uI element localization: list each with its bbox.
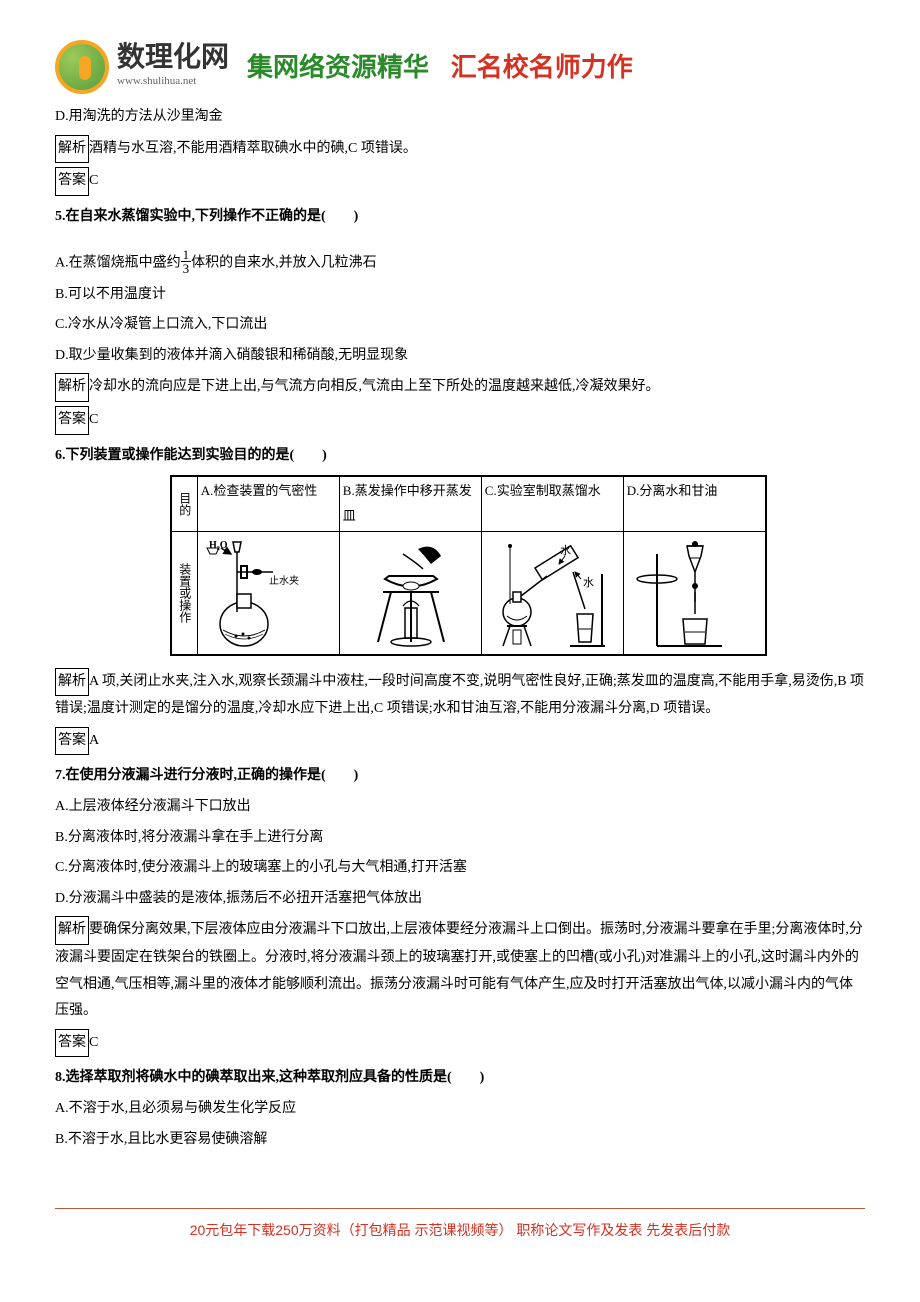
q5-option-b: B.可以不用温度计 — [55, 282, 865, 309]
q6-row1-label: 目的 — [171, 476, 197, 531]
answer-label: 答案 — [55, 727, 89, 756]
analysis-label: 解析 — [55, 916, 89, 945]
slogan-part2: 汇名校名师力作 — [451, 52, 633, 82]
q6-table: 目的 A.检查装置的气密性 B.蒸发操作中移开蒸发皿 C.实验室制取蒸馏水 D.… — [170, 475, 767, 655]
q6-row2-label: 装置或操作 — [171, 531, 197, 655]
q5-answer: 答案C — [55, 406, 865, 435]
q6-answer: 答案A — [55, 727, 865, 756]
q5: 5.在自来水蒸馏实验中,下列操作不正确的是( ) — [55, 204, 865, 231]
q4-analysis: 解析酒精与水互溶,不能用酒精萃取碘水中的碘,C 项错误。 — [55, 135, 865, 164]
logo-title: 数理化网 — [117, 43, 229, 71]
q5-text: 5.在自来水蒸馏实验中,下列操作不正确的是( ) — [55, 209, 358, 224]
logo-url: www.shulihua.net — [117, 71, 229, 92]
q5-option-d: D.取少量收集到的液体并滴入硝酸银和稀硝酸,无明显现象 — [55, 343, 865, 370]
analysis-label: 解析 — [55, 668, 89, 697]
q7-analysis: 解析要确保分离效果,下层液体应由分液漏斗下口放出,上层液体要经分液漏斗上口倒出。… — [55, 916, 865, 1024]
q7-analysis-text: 要确保分离效果,下层液体应由分液漏斗下口放出,上层液体要经分液漏斗上口倒出。振荡… — [55, 922, 863, 1018]
q5-answer-value: C — [89, 412, 98, 427]
logo-text-block: 数理化网 www.shulihua.net — [117, 43, 229, 92]
answer-label: 答案 — [55, 167, 89, 196]
q5-analysis: 解析冷却水的流向应是下进上出,与气流方向相反,气流由上至下所处的温度越来越低,冷… — [55, 373, 865, 402]
analysis-label: 解析 — [55, 135, 89, 164]
q7-option-d: D.分液漏斗中盛装的是液体,振荡后不必扭开活塞把气体放出 — [55, 886, 865, 913]
clamp-label: 止水夹 — [269, 574, 299, 587]
q8: 8.选择萃取剂将碘水中的碘萃取出来,这种萃取剂应具备的性质是( ) — [55, 1065, 865, 1092]
slogan: 集网络资源精华 汇名校名师力作 — [247, 54, 633, 80]
q6-d-purpose: D.分离水和甘油 — [623, 476, 766, 531]
water-label-side: 水 — [583, 576, 594, 589]
q6-b-purpose: B.蒸发操作中移开蒸发皿 — [339, 476, 481, 531]
analysis-label: 解析 — [55, 373, 89, 402]
q7-option-a: A.上层液体经分液漏斗下口放出 — [55, 794, 865, 821]
answer-label: 答案 — [55, 406, 89, 435]
separating-funnel-diagram — [627, 534, 762, 652]
flask-funnel-diagram: H₂O 止水夹 — [201, 534, 336, 652]
q6: 6.下列装置或操作能达到实验目的的是( ) — [55, 443, 865, 470]
q6-c-diagram: 水 水 — [481, 531, 623, 655]
q8-option-b: B.不溶于水,且比水更容易使碘溶解 — [55, 1127, 865, 1154]
q6-analysis-text: A 项,关闭止水夹,注入水,观察长颈漏斗中液柱,一段时间高度不变,说明气密性良好… — [55, 674, 864, 717]
slogan-part1: 集网络资源精华 — [247, 52, 429, 82]
q5-option-c: C.冷水从冷凝管上口流入,下口流出 — [55, 312, 865, 339]
q7-answer-value: C — [89, 1035, 98, 1050]
q4-answer-value: C — [89, 173, 98, 188]
q5-analysis-text: 冷却水的流向应是下进上出,与气流方向相反,气流由上至下所处的温度越来越低,冷凝效… — [89, 379, 660, 394]
q6-text: 6.下列装置或操作能达到实验目的的是( ) — [55, 448, 327, 463]
q4-analysis-text: 酒精与水互溶,不能用酒精萃取碘水中的碘,C 项错误。 — [89, 141, 417, 156]
header-logo: 数理化网 www.shulihua.net 集网络资源精华 汇名校名师力作 — [55, 40, 865, 94]
q6-a-purpose: A.检查装置的气密性 — [197, 476, 339, 531]
q8-option-a: A.不溶于水,且必须易与碘发生化学反应 — [55, 1096, 865, 1123]
q7-text: 7.在使用分液漏斗进行分液时,正确的操作是( ) — [55, 768, 358, 783]
footer-text: 20元包年下载250万资料（打包精品 示范课视频等） 职称论文写作及发表 先发表… — [55, 1208, 865, 1244]
q6-analysis: 解析A 项,关闭止水夹,注入水,观察长颈漏斗中液柱,一段时间高度不变,说明气密性… — [55, 668, 865, 723]
q6-answer-value: A — [89, 733, 99, 748]
q5-optA-post: 体积的自来水,并放入几粒沸石 — [191, 256, 377, 271]
q4-option-d: D.用淘洗的方法从沙里淘金 — [55, 104, 865, 131]
q6-c-purpose: C.实验室制取蒸馏水 — [481, 476, 623, 531]
water-label-top: 水 — [560, 544, 571, 557]
q7: 7.在使用分液漏斗进行分液时,正确的操作是( ) — [55, 763, 865, 790]
evaporation-diagram — [343, 534, 478, 652]
q5-option-a: A.在蒸馏烧瓶中盛约13体积的自来水,并放入几粒沸石 — [55, 250, 865, 277]
q8-text: 8.选择萃取剂将碘水中的碘萃取出来,这种萃取剂应具备的性质是( ) — [55, 1070, 484, 1085]
answer-label: 答案 — [55, 1029, 89, 1058]
fraction-one-third: 13 — [181, 248, 192, 275]
logo-icon — [55, 40, 109, 94]
distillation-diagram: 水 水 — [485, 534, 620, 652]
q7-option-c: C.分离液体时,使分液漏斗上的玻璃塞上的小孔与大气相通,打开活塞 — [55, 855, 865, 882]
q4-answer: 答案C — [55, 167, 865, 196]
q5-optA-pre: A.在蒸馏烧瓶中盛约 — [55, 256, 181, 271]
q6-d-diagram — [623, 531, 766, 655]
q6-b-diagram — [339, 531, 481, 655]
q7-option-b: B.分离液体时,将分液漏斗拿在手上进行分离 — [55, 825, 865, 852]
q7-answer: 答案C — [55, 1029, 865, 1058]
q6-a-diagram: H₂O 止水夹 — [197, 531, 339, 655]
